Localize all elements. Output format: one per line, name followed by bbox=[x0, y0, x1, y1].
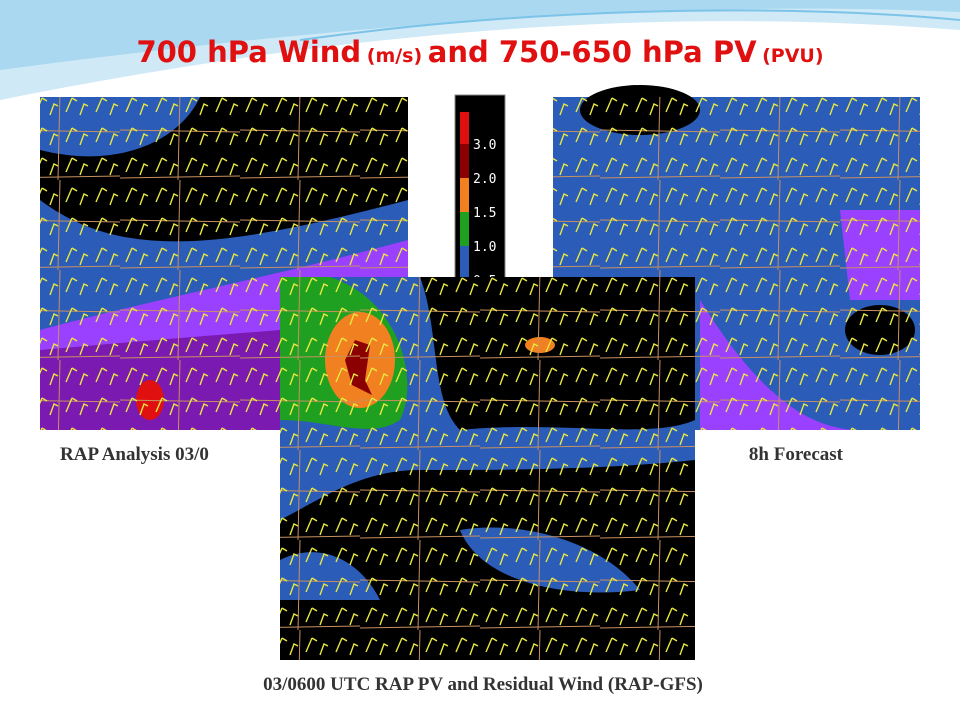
caption: 03/0600 UTC RAP PV and Residual Wind (RA… bbox=[263, 674, 703, 695]
right-map bbox=[553, 85, 920, 430]
slide-title: 700 hPa Wind (m/s) and 750-650 hPa PV (P… bbox=[136, 35, 823, 69]
left-map bbox=[40, 97, 408, 430]
title-text: and 750-650 hPa PV bbox=[428, 35, 757, 69]
caption: RAP Analysis 03/0 bbox=[60, 444, 209, 465]
title-unit: (PVU) bbox=[762, 45, 823, 67]
center-map bbox=[280, 277, 695, 660]
colorbar-label: 2.0 bbox=[473, 172, 496, 187]
colorbar-label: 3.0 bbox=[473, 138, 496, 153]
caption: 8h Forecast bbox=[749, 444, 844, 465]
colorbar-label: 1.5 bbox=[473, 206, 496, 221]
title-text: 700 hPa Wind bbox=[136, 35, 361, 69]
colorbar-label: 1.0 bbox=[473, 240, 496, 255]
background-swoosh bbox=[0, 0, 960, 100]
title-unit: (m/s) bbox=[367, 45, 422, 67]
